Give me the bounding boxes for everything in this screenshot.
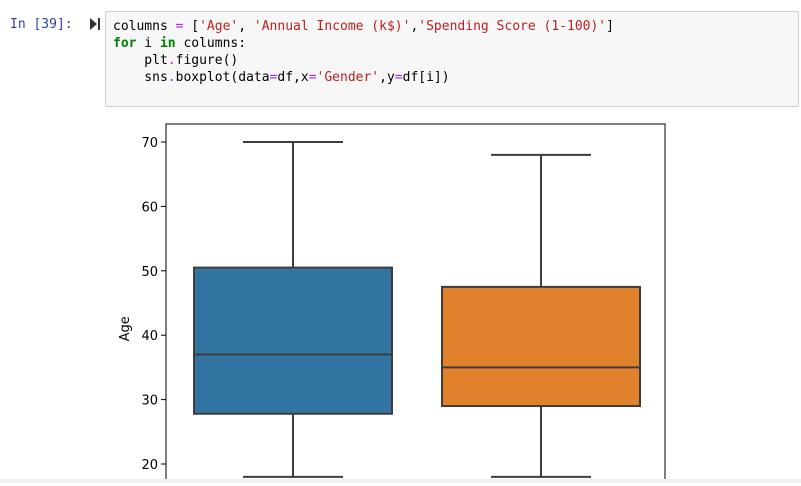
code-text[interactable]: columns = ['Age', 'Annual Income (k$)','…: [113, 18, 614, 86]
code-token: ,y: [379, 70, 395, 85]
code-token: ,: [238, 19, 254, 34]
code-line: plt.figure(): [113, 53, 238, 68]
code-line: sns.boxplot(data=df,x='Gender',y=df[i]): [113, 70, 450, 85]
code-token: 'Annual Income (k$)': [253, 19, 411, 34]
code-token: columns:: [175, 36, 247, 51]
code-token: 'Gender': [316, 70, 380, 85]
code-token: =: [308, 70, 317, 85]
y-tick-label: 20: [141, 458, 158, 473]
code-token: =: [394, 70, 403, 85]
y-tick-label: 30: [141, 394, 158, 409]
code-token: =: [269, 70, 278, 85]
code-token: .: [167, 70, 176, 85]
box: [193, 266, 393, 415]
code-token: ]: [606, 19, 614, 34]
code-token: 'Spending Score (1-100)': [418, 19, 607, 34]
code-token: in: [159, 36, 176, 51]
code-token: df[i]): [402, 70, 450, 85]
plot-frame: [165, 123, 666, 486]
y-tick-label: 40: [141, 329, 158, 344]
run-cell-icon[interactable]: [89, 17, 101, 31]
code-token: df,x: [277, 70, 309, 85]
y-tick-label: 70: [141, 136, 158, 151]
code-token: plt: [113, 53, 168, 68]
horizontal-scrollbar[interactable]: [0, 479, 801, 483]
code-line: columns = ['Age', 'Annual Income (k$)','…: [113, 19, 614, 34]
y-tick-label: 50: [141, 265, 158, 280]
code-token: sns: [113, 70, 168, 85]
code-token: boxplot(data: [175, 70, 270, 85]
code-token: =: [175, 19, 184, 34]
boxplot-chart: 20 30 40 50 60 70 Age: [118, 123, 666, 486]
y-tick-label: 60: [141, 200, 158, 215]
input-prompt: In [39]:: [10, 17, 73, 32]
output-area: 20 30 40 50 60 70 Age: [105, 112, 799, 486]
y-axis-label: Age: [118, 316, 133, 341]
code-token: columns: [113, 19, 176, 34]
code-token: .: [167, 53, 176, 68]
code-token: ,: [410, 19, 419, 34]
box: [441, 285, 641, 408]
code-editor[interactable]: columns = ['Age', 'Annual Income (k$)','…: [105, 11, 799, 107]
code-token: for: [113, 36, 137, 51]
code-token: figure(): [175, 53, 239, 68]
code-line: for i in columns:: [113, 36, 246, 51]
code-token: [: [183, 19, 200, 34]
code-token: 'Age': [199, 19, 239, 34]
code-token: i: [136, 36, 160, 51]
